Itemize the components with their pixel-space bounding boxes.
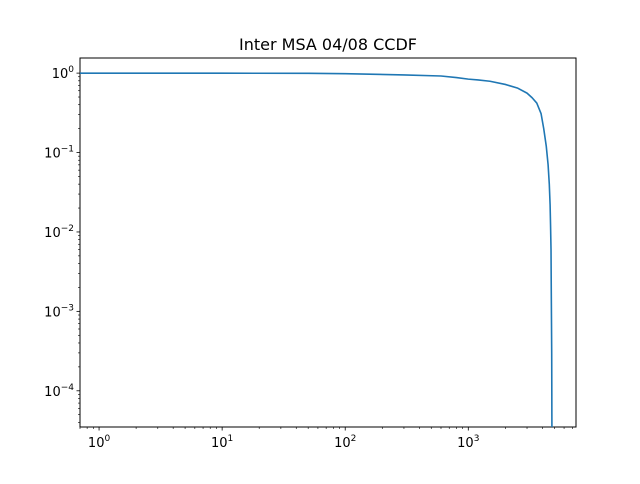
chart-title: Inter MSA 04/08 CCDF <box>239 35 417 54</box>
y-tick-label: 10−3 <box>44 303 74 320</box>
x-tick-label-base: 10 <box>88 436 105 451</box>
x-tick-label: 101 <box>211 434 233 451</box>
y-tick-label-base: 10 <box>44 385 61 400</box>
y-tick-label-base: 10 <box>44 305 61 320</box>
series-layer <box>80 73 552 427</box>
x-tick-label-exponent: 3 <box>474 434 480 444</box>
ccdf-series-line <box>80 73 552 427</box>
x-tick-label: 102 <box>334 434 356 451</box>
y-tick-label-exponent: 0 <box>68 65 74 75</box>
x-tick-label-base: 10 <box>211 436 228 451</box>
y-tick-label-base: 10 <box>44 226 61 241</box>
x-tick-label-base: 10 <box>334 436 351 451</box>
x-tick-label: 103 <box>457 434 479 451</box>
x-tick-label-base: 10 <box>457 436 474 451</box>
y-tick-label-base: 10 <box>52 67 69 82</box>
x-tick-label-exponent: 2 <box>351 434 357 444</box>
x-tick-label-exponent: 0 <box>104 434 110 444</box>
y-tick-label: 10−2 <box>44 224 74 241</box>
y-tick-label: 10−4 <box>44 383 74 400</box>
y-tick-label: 100 <box>52 65 75 82</box>
y-tick-label-exponent: −1 <box>61 145 74 155</box>
plot-area-frame <box>80 58 576 427</box>
y-tick-label-exponent: −3 <box>61 303 74 313</box>
y-tick-label-base: 10 <box>44 147 61 162</box>
x-tick-label-exponent: 1 <box>228 434 234 444</box>
x-tick-label: 100 <box>88 434 111 451</box>
y-tick-label: 10−1 <box>44 145 74 162</box>
y-tick-label-exponent: −2 <box>61 224 74 234</box>
y-tick-label-exponent: −4 <box>61 383 75 393</box>
